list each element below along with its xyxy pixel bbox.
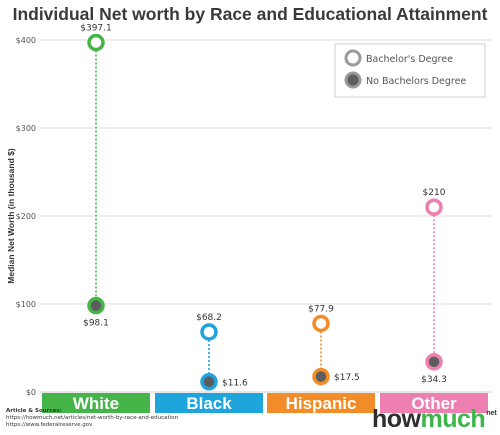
- legend-marker-bachelors: [344, 49, 362, 67]
- category-label: Hispanic: [286, 394, 357, 413]
- no-bachelors-point: [312, 367, 330, 386]
- source-link[interactable]: https://howmuch.net/articles/net-worth-b…: [6, 415, 179, 421]
- category-bar: [42, 393, 150, 413]
- brand-part2: much: [420, 405, 486, 433]
- legend-label-no-bachelors: No Bachelors Degree: [366, 76, 466, 87]
- sources-heading: Article & Sources:: [6, 408, 62, 414]
- no-bachelors-point: [200, 373, 218, 391]
- y-tick-label: $0: [26, 388, 36, 397]
- no-bachelors-value-label: $98.1: [83, 319, 109, 329]
- brand-suffix: net: [486, 410, 497, 417]
- legend-marker-no-bachelors: [344, 71, 362, 89]
- category-bar: [155, 393, 263, 413]
- bachelors-point: [312, 314, 330, 333]
- legend: Bachelor's Degree No Bachelors Degree: [334, 43, 486, 98]
- category-label: Other: [411, 394, 457, 413]
- no-bachelors-value-label: $17.5: [334, 373, 360, 383]
- data-marks: $397.1 $98.1 $68.2 $11.6 $77.9 $17.5 $210 $34.3: [80, 24, 447, 391]
- bachelors-point: [200, 323, 218, 341]
- category-label: Black: [186, 394, 232, 413]
- category-bar: [267, 393, 375, 413]
- y-tick-label: $200: [16, 212, 36, 221]
- category-bar: [380, 393, 488, 413]
- legend-label-bachelors: Bachelor's Degree: [366, 54, 453, 65]
- bachelors-value-label: $77.9: [308, 304, 334, 314]
- y-axis-label: Median Net Worth (in thousand $): [6, 148, 16, 284]
- bachelors-value-label: $210: [423, 188, 446, 198]
- no-bachelors-value-label: $34.3: [421, 375, 447, 385]
- no-bachelors-point: [425, 353, 443, 371]
- no-bachelors-value-label: $11.6: [222, 378, 248, 388]
- legend-box: [334, 43, 486, 98]
- y-tick-label: $100: [16, 300, 36, 309]
- y-tick-label: $300: [16, 124, 36, 133]
- bachelors-value-label: $397.1: [80, 24, 112, 34]
- brand-part1: how: [372, 405, 421, 433]
- y-axis: Median Net Worth (in thousand $) $0 $100 $…: [6, 36, 36, 397]
- brand-logo: howmuchnet: [372, 405, 497, 434]
- grid: [40, 39, 492, 393]
- source-link[interactable]: https://www.federalreserve.gov: [6, 422, 93, 428]
- no-bachelors-point: [87, 296, 105, 315]
- sources: Article & Sources: https://howmuch.net/a…: [6, 408, 178, 429]
- bachelors-value-label: $68.2: [196, 313, 222, 323]
- bachelors-point: [425, 198, 443, 216]
- y-tick-label: $400: [16, 36, 36, 45]
- category-bars: White Black Hispanic Other: [42, 393, 488, 413]
- chart-title: Individual Net worth by Race and Educati…: [13, 4, 488, 24]
- category-label: White: [73, 394, 119, 413]
- bachelors-point: [87, 33, 105, 52]
